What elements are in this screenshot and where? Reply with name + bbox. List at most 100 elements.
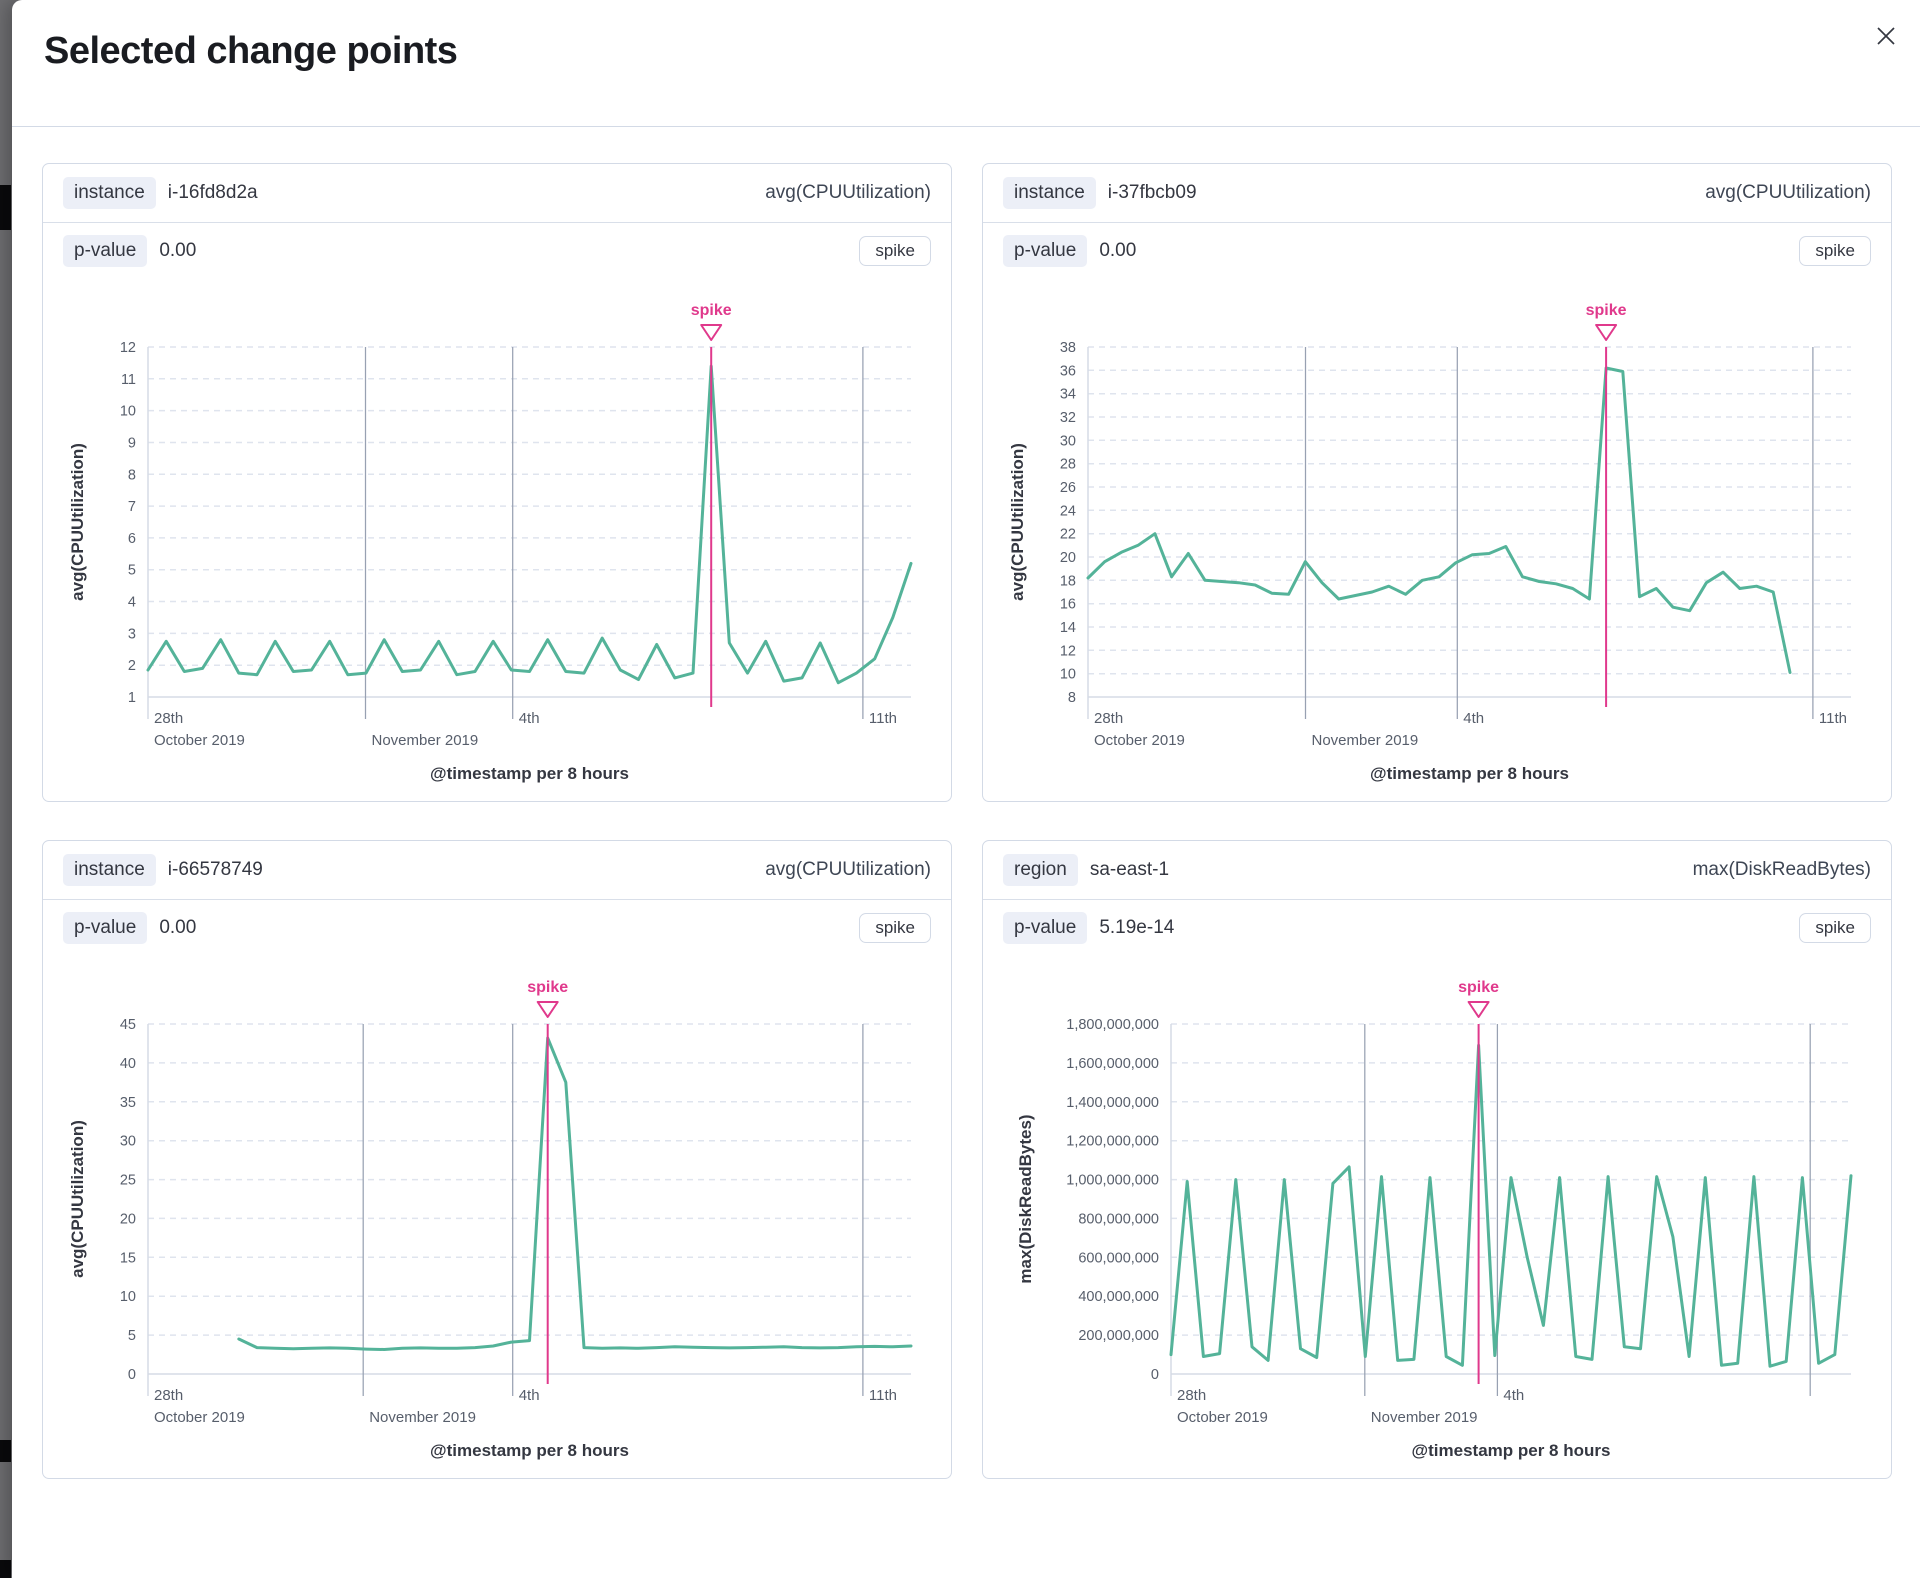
card-subheader: p-value 0.00 spike (43, 900, 951, 950)
x-axis-title: @timestamp per 8 hours (430, 764, 629, 783)
pvalue-value: 0.00 (159, 917, 197, 938)
svg-text:15: 15 (120, 1250, 136, 1266)
svg-text:1,800,000,000: 1,800,000,000 (1066, 1017, 1159, 1033)
svg-text:26: 26 (1060, 480, 1076, 496)
svg-text:24: 24 (1060, 503, 1076, 519)
metric-label: avg(CPUUtilization) (765, 182, 931, 203)
y-axis-title: avg(CPUUtilization) (1008, 443, 1027, 601)
spike-annotation-label: spike (1458, 979, 1499, 996)
svg-text:1: 1 (128, 690, 136, 706)
pvalue-group: p-value 0.00 (1003, 235, 1136, 267)
background-page-fragment (0, 1560, 11, 1578)
y-axis-title: avg(CPUUtilization) (68, 443, 87, 601)
card-header: instance i-66578749 avg(CPUUtilization) (43, 841, 951, 900)
split-field-badge: instance (63, 854, 156, 886)
svg-text:30: 30 (1060, 433, 1076, 449)
card-subheader: p-value 0.00 spike (43, 223, 951, 273)
y-axis-title: max(DiskReadBytes) (1016, 1114, 1035, 1283)
svg-text:600,000,000: 600,000,000 (1078, 1250, 1159, 1266)
spike-annotation-label: spike (691, 302, 732, 319)
split-field-value: i-66578749 (167, 859, 263, 880)
chart-container: 1 2 3 4 5 6 7 8 9 10 11 12 28th October 2019 November … (53, 283, 941, 789)
background-page-fragment (0, 1440, 11, 1462)
card-subheader: p-value 5.19e-14 spike (983, 900, 1891, 950)
change-point-chart: 8 10 12 14 16 18 20 22 24 26 28 30 32 34 36 38 28th Octob… (1008, 302, 1851, 783)
change-type-badge: spike (1799, 236, 1871, 266)
svg-text:October 2019: October 2019 (1177, 1409, 1268, 1426)
svg-text:4: 4 (128, 595, 136, 611)
svg-text:10: 10 (120, 404, 136, 420)
pvalue-value: 0.00 (159, 240, 197, 261)
svg-text:32: 32 (1060, 410, 1076, 426)
pvalue-badge: p-value (1003, 235, 1088, 267)
svg-text:October 2019: October 2019 (154, 732, 245, 749)
svg-text:36: 36 (1060, 363, 1076, 379)
change-type-badge: spike (859, 913, 931, 943)
svg-text:400,000,000: 400,000,000 (1078, 1289, 1159, 1305)
change-point-card: instance i-66578749 avg(CPUUtilization) … (42, 840, 952, 1479)
background-page-fragment (0, 185, 11, 230)
svg-text:October 2019: October 2019 (154, 1409, 245, 1426)
svg-text:4th: 4th (1463, 710, 1484, 727)
svg-text:8: 8 (1068, 690, 1076, 706)
svg-text:18: 18 (1060, 573, 1076, 589)
split-field-badge: region (1003, 854, 1078, 886)
svg-text:6: 6 (128, 531, 136, 547)
svg-text:9: 9 (128, 436, 136, 452)
chart-container: 0 200,000,000 400,000,000 600,000,000 800,00… (993, 960, 1881, 1466)
spike-annotation-marker (1595, 324, 1618, 341)
svg-text:12: 12 (120, 340, 136, 356)
svg-text:10: 10 (120, 1289, 136, 1305)
card-header: instance i-37fbcb09 avg(CPUUtilization) (983, 164, 1891, 223)
svg-text:35: 35 (120, 1095, 136, 1111)
change-point-cards-grid: instance i-16fd8d2a avg(CPUUtilization) … (12, 127, 1920, 1479)
svg-text:11th: 11th (1819, 710, 1847, 727)
svg-text:12: 12 (1060, 643, 1076, 659)
svg-text:1,000,000,000: 1,000,000,000 (1066, 1173, 1159, 1189)
svg-text:1,400,000,000: 1,400,000,000 (1066, 1095, 1159, 1111)
pvalue-value: 5.19e-14 (1099, 917, 1175, 938)
svg-text:4th: 4th (1503, 1387, 1524, 1404)
pvalue-group: p-value 0.00 (63, 912, 196, 944)
svg-text:38: 38 (1060, 340, 1076, 356)
svg-text:14: 14 (1060, 620, 1076, 636)
svg-text:20: 20 (120, 1211, 136, 1227)
change-type-badge: spike (859, 236, 931, 266)
svg-text:28th: 28th (154, 1387, 183, 1404)
y-axis-title: avg(CPUUtilization) (68, 1120, 87, 1278)
svg-text:40: 40 (120, 1056, 136, 1072)
metric-label: avg(CPUUtilization) (765, 859, 931, 880)
card-header: instance i-16fd8d2a avg(CPUUtilization) (43, 164, 951, 223)
pvalue-badge: p-value (63, 912, 148, 944)
spike-annotation-marker (700, 324, 723, 341)
close-icon (1877, 27, 1895, 45)
card-header: region sa-east-1 max(DiskReadBytes) (983, 841, 1891, 900)
svg-text:11th: 11th (869, 1387, 897, 1404)
spike-annotation-label: spike (527, 979, 568, 996)
pvalue-group: p-value 5.19e-14 (1003, 912, 1174, 944)
chart-container: 0 5 10 15 20 25 30 35 40 45 28th October 2019 Novemb… (53, 960, 941, 1466)
svg-text:November 2019: November 2019 (1312, 732, 1419, 749)
svg-text:5: 5 (128, 563, 136, 579)
spike-annotation-marker (1467, 1001, 1490, 1018)
close-button[interactable] (1870, 20, 1902, 52)
svg-text:November 2019: November 2019 (372, 732, 479, 749)
svg-text:22: 22 (1060, 527, 1076, 543)
svg-text:34: 34 (1060, 387, 1076, 403)
series-line (146, 364, 913, 685)
pvalue-value: 0.00 (1099, 240, 1137, 261)
split-field-group: instance i-37fbcb09 (1003, 177, 1197, 209)
svg-text:10: 10 (1060, 667, 1076, 683)
chart-container: 8 10 12 14 16 18 20 22 24 26 28 30 32 34 36 38 28th Octob… (993, 283, 1881, 789)
svg-text:11th: 11th (869, 710, 897, 727)
change-point-chart: 0 200,000,000 400,000,000 600,000,000 800,00… (1016, 979, 1853, 1460)
svg-text:1,600,000,000: 1,600,000,000 (1066, 1056, 1159, 1072)
svg-text:20: 20 (1060, 550, 1076, 566)
svg-text:4th: 4th (519, 710, 540, 727)
svg-text:5: 5 (128, 1328, 136, 1344)
spike-annotation-label: spike (1586, 302, 1627, 319)
svg-text:200,000,000: 200,000,000 (1078, 1328, 1159, 1344)
split-field-group: region sa-east-1 (1003, 854, 1169, 886)
split-field-value: i-37fbcb09 (1107, 182, 1197, 203)
svg-text:800,000,000: 800,000,000 (1078, 1211, 1159, 1227)
